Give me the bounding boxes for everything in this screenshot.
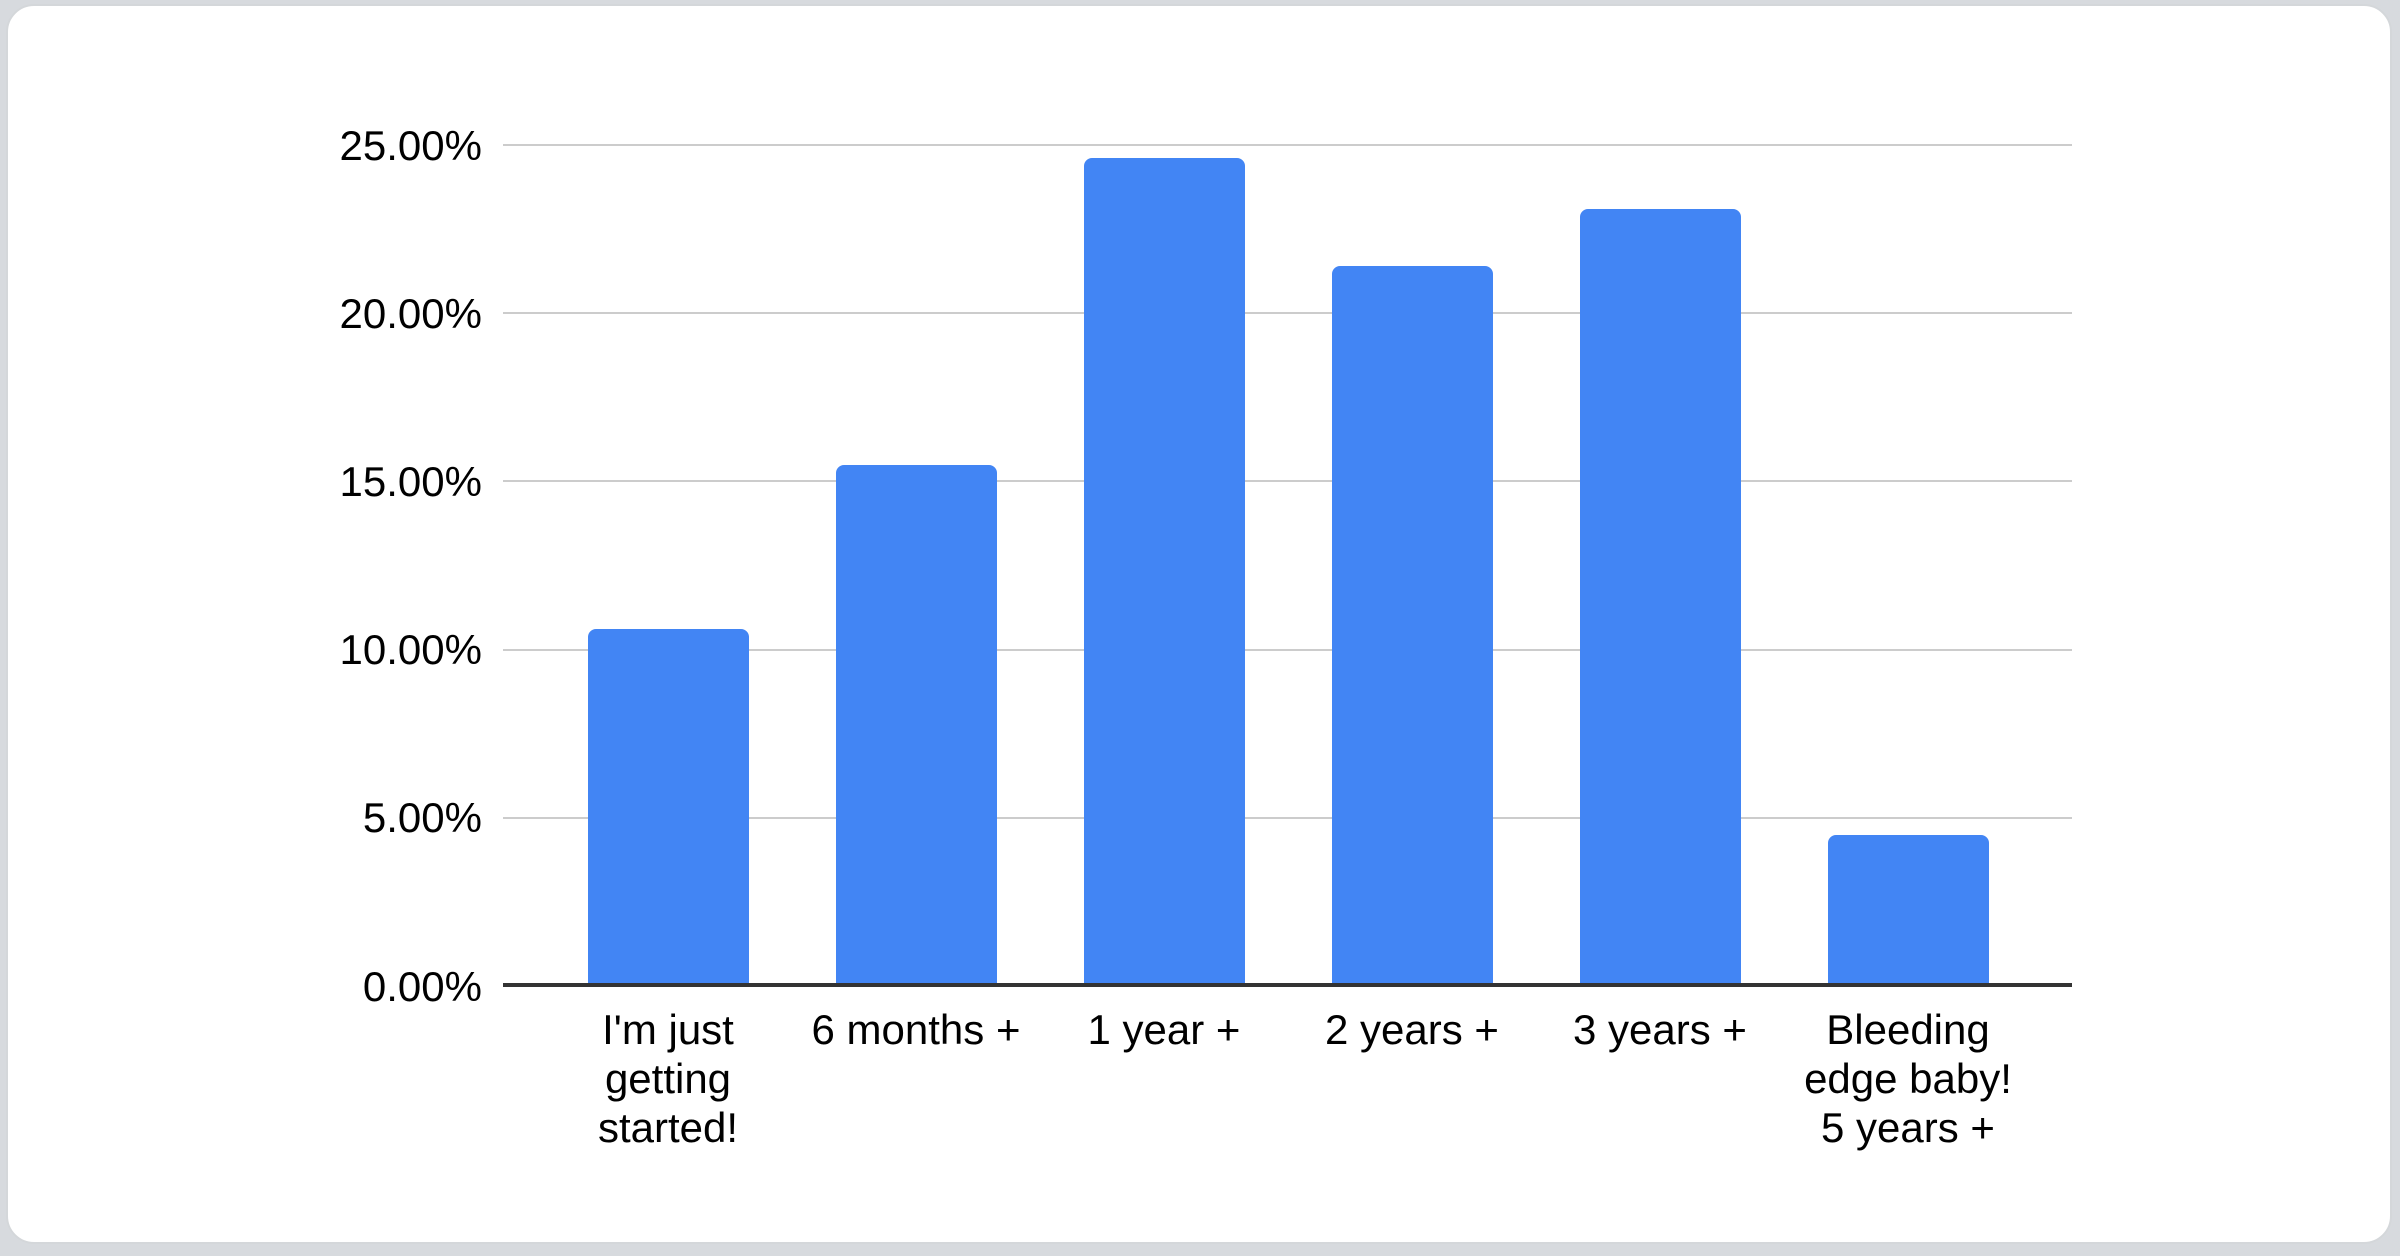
y-tick-label: 20.00% (339, 290, 482, 337)
x-category-label: I'm just getting started! (597, 1006, 739, 1151)
gridline (503, 816, 2072, 819)
bar (1083, 158, 1245, 986)
x-category-label: Bleeding edge baby! 5 years + (1804, 1006, 2012, 1151)
bar (1331, 266, 1493, 986)
x-category-label: 3 years + (1573, 1006, 1747, 1053)
x-category-label: 1 year + (1087, 1006, 1241, 1053)
y-tick-label: 0.00% (362, 963, 482, 1010)
bar (1579, 209, 1741, 986)
gridline (503, 480, 2072, 483)
y-tick-label: 10.00% (339, 626, 482, 673)
gridline (503, 648, 2072, 651)
y-tick-label: 15.00% (339, 458, 482, 505)
bar (1827, 835, 1989, 986)
x-category-label: 2 years + (1325, 1006, 1499, 1053)
y-tick-label: 25.00% (339, 122, 482, 169)
y-tick-label: 5.00% (362, 794, 482, 841)
x-axis-line (503, 983, 2072, 987)
chart-card: 0.00% 5.00% 10.00% 15.00% 20.00% 25.00% I'm ju… (6, 4, 2392, 1244)
gridline (503, 144, 2072, 146)
gridline (503, 312, 2072, 315)
bar (835, 465, 997, 986)
bar (587, 629, 749, 986)
x-category-label: 6 months + (811, 1006, 1021, 1053)
bar-chart: 0.00% 5.00% 10.00% 15.00% 20.00% 25.00% I'm ju… (8, 6, 2390, 1242)
